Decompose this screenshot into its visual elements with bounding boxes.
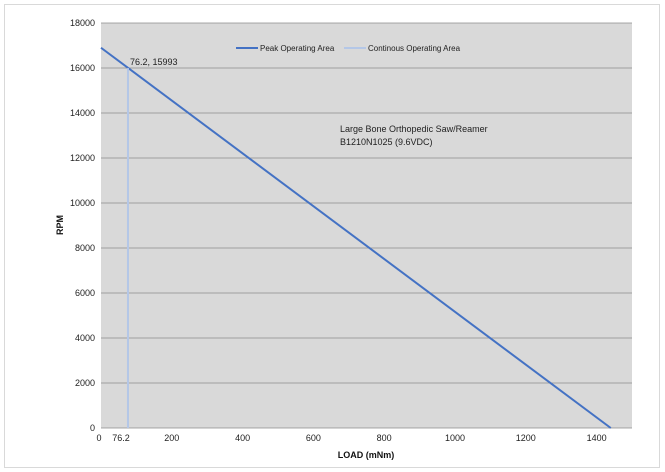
y-tick-label: 18000	[70, 18, 95, 28]
x-tick-label: 200	[164, 433, 179, 443]
x-tick-labels: 0 200 400 600 800 1000 1200 1400	[96, 433, 606, 443]
y-tick-label: 0	[90, 423, 95, 433]
y-tick-label: 12000	[70, 153, 95, 163]
y-tick-label: 8000	[75, 243, 95, 253]
plot-area	[101, 23, 632, 428]
y-tick-label: 4000	[75, 333, 95, 343]
legend: Peak Operating Area Continous Operating …	[236, 44, 461, 53]
x-tick-label: 1400	[587, 433, 607, 443]
y-tick-labels: 0 2000 4000 6000 8000 10000 12000 14000 16000 180…	[70, 18, 95, 433]
description-line-1: Large Bone Orthopedic Saw/Reamer	[340, 124, 488, 134]
y-tick-label: 14000	[70, 108, 95, 118]
y-tick-label: 10000	[70, 198, 95, 208]
y-tick-label: 16000	[70, 63, 95, 73]
legend-label-peak: Peak Operating Area	[260, 44, 335, 53]
x-tick-label: 0	[96, 433, 101, 443]
series-line	[100, 46, 612, 429]
point-label: 76.2, 15993	[130, 57, 178, 67]
x-tick-label: 1200	[516, 433, 536, 443]
y-axis-title: RPM	[55, 215, 65, 235]
x-axis-title: LOAD (mNm)	[338, 450, 395, 460]
series-lines	[100, 46, 612, 429]
y-tick-label: 6000	[75, 288, 95, 298]
x-marker-label: 76.2	[112, 433, 130, 443]
grid-lines	[101, 22, 632, 429]
legend-label-continous: Continous Operating Area	[368, 44, 461, 53]
x-tick-label: 400	[235, 433, 250, 443]
description-line-2: B1210N1025 (9.6VDC)	[340, 137, 433, 147]
x-tick-label: 600	[306, 433, 321, 443]
y-tick-label: 2000	[75, 378, 95, 388]
x-tick-label: 800	[377, 433, 392, 443]
x-tick-label: 1000	[445, 433, 465, 443]
